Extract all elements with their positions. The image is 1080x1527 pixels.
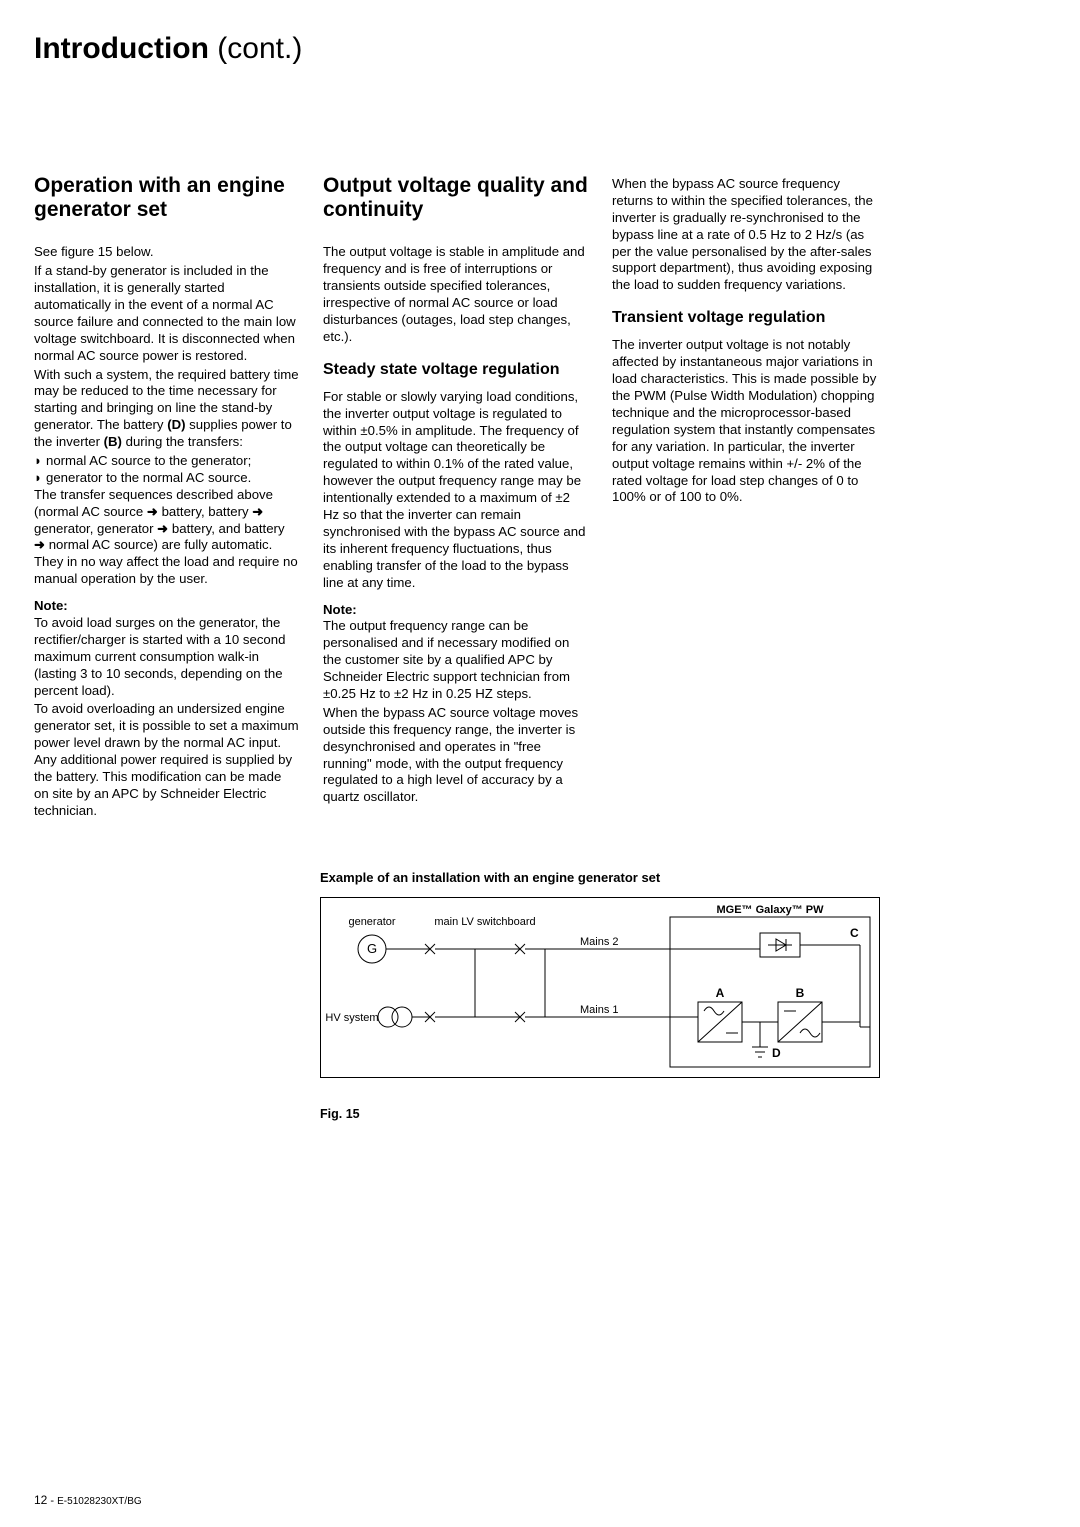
content-columns: Operation with an engine generator set S… [34,174,1046,822]
svg-text:G: G [367,941,377,956]
figure-15: Example of an installation with an engin… [320,870,880,1121]
svg-text:main LV switchboard: main LV switchboard [434,916,535,928]
svg-text:D: D [772,1046,781,1060]
col3-p1: When the bypass AC source frequency retu… [612,176,877,294]
page-footer: 12 - E-51028230XT/BG [34,1493,142,1507]
installation-diagram: G generator HV system main LV switchboar… [320,897,880,1097]
svg-text:C: C [850,926,859,940]
svg-text:MGE™ Galaxy™ PW: MGE™ Galaxy™ PW [717,904,825,916]
svg-text:B: B [796,986,805,1000]
col1-note1: To avoid load surges on the generator, t… [34,615,299,699]
col2-sub1: Steady state voltage regulation [323,360,588,379]
col1-bullet-2: ◗ generator to the normal AC source. [34,470,299,487]
bullet-icon: ◗ [34,453,46,470]
col1-p2b: With such a system, the required battery… [34,367,299,451]
col1-bullet-1: ◗ normal AC source to the generator; [34,453,299,470]
svg-text:Mains 1: Mains 1 [580,1004,619,1016]
arrow-icon: ➜ [147,504,158,519]
page-number: 12 [34,1493,47,1507]
arrow-icon: ➜ [252,504,263,519]
col3-p2: The inverter output voltage is not notab… [612,337,877,506]
bullet-icon: ◗ [34,470,46,487]
col3-sub1: Transient voltage regulation [612,308,877,327]
col1-see-figure: See figure 15 below. [34,244,299,261]
doc-id: E-51028230XT/BG [57,1496,142,1507]
svg-text:HV system: HV system [325,1012,378,1024]
col1-p3: The transfer sequences described above (… [34,487,299,588]
col2-note-label: Note: [323,602,588,619]
svg-text:A: A [716,986,725,1000]
column-1: Operation with an engine generator set S… [34,174,299,822]
col1-note2: To avoid overloading an undersized engin… [34,701,299,819]
col2-heading: Output voltage quality and continuity [323,174,588,222]
col1-p2a: If a stand-by generator is included in t… [34,263,299,364]
col1-note-label: Note: [34,598,299,615]
svg-text:generator: generator [348,916,395,928]
svg-text:Mains 2: Mains 2 [580,936,619,948]
col1-heading: Operation with an engine generator set [34,174,299,222]
figure-title: Example of an installation with an engin… [320,870,880,885]
arrow-icon: ➜ [157,521,168,536]
col2-note1: The output frequency range can be person… [323,618,588,702]
title-light: (cont.) [209,32,302,65]
arrow-icon: ➜ [34,537,45,552]
col2-p1: The output voltage is stable in amplitud… [323,244,588,345]
column-3: When the bypass AC source frequency retu… [612,174,877,822]
figure-caption: Fig. 15 [320,1107,880,1121]
column-2: Output voltage quality and continuity Th… [323,174,588,822]
col2-p2: For stable or slowly varying load condit… [323,389,588,592]
title-bold: Introduction [34,32,209,65]
col2-note2: When the bypass AC source voltage moves … [323,705,588,806]
page-title: Introduction (cont.) [34,32,1046,66]
